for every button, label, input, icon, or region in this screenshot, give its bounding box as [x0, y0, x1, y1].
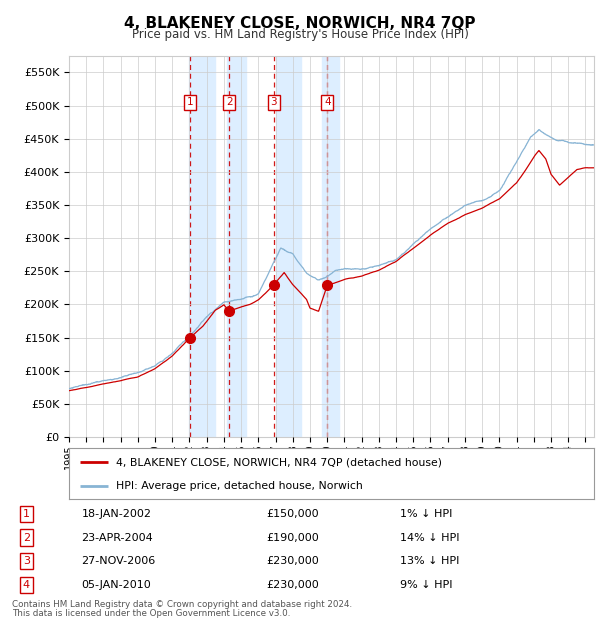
- Bar: [227, 56, 246, 437]
- Text: Contains HM Land Registry data © Crown copyright and database right 2024.: Contains HM Land Registry data © Crown c…: [12, 600, 352, 609]
- Text: 4, BLAKENEY CLOSE, NORWICH, NR4 7QP: 4, BLAKENEY CLOSE, NORWICH, NR4 7QP: [124, 16, 476, 30]
- Text: 13% ↓ HPI: 13% ↓ HPI: [400, 556, 460, 566]
- Text: £230,000: £230,000: [267, 580, 320, 590]
- Bar: [275, 56, 301, 437]
- Bar: [322, 56, 339, 437]
- Text: 4: 4: [324, 97, 331, 107]
- Bar: [190, 56, 215, 437]
- Text: £230,000: £230,000: [267, 556, 320, 566]
- Text: 14% ↓ HPI: 14% ↓ HPI: [400, 533, 460, 542]
- Text: 27-NOV-2006: 27-NOV-2006: [82, 556, 156, 566]
- Text: 1: 1: [187, 97, 194, 107]
- Text: HPI: Average price, detached house, Norwich: HPI: Average price, detached house, Norw…: [116, 481, 363, 492]
- Text: 9% ↓ HPI: 9% ↓ HPI: [400, 580, 452, 590]
- Text: 05-JAN-2010: 05-JAN-2010: [82, 580, 151, 590]
- Text: 4, BLAKENEY CLOSE, NORWICH, NR4 7QP (detached house): 4, BLAKENEY CLOSE, NORWICH, NR4 7QP (det…: [116, 458, 442, 467]
- Text: Price paid vs. HM Land Registry's House Price Index (HPI): Price paid vs. HM Land Registry's House …: [131, 28, 469, 41]
- Text: 3: 3: [271, 97, 277, 107]
- Text: £150,000: £150,000: [267, 509, 319, 519]
- Text: 4: 4: [23, 580, 30, 590]
- Text: 2: 2: [23, 533, 30, 542]
- Text: 18-JAN-2002: 18-JAN-2002: [82, 509, 151, 519]
- Text: 23-APR-2004: 23-APR-2004: [82, 533, 153, 542]
- Text: 3: 3: [23, 556, 30, 566]
- Text: This data is licensed under the Open Government Licence v3.0.: This data is licensed under the Open Gov…: [12, 609, 290, 618]
- Text: 2: 2: [226, 97, 233, 107]
- Text: 1% ↓ HPI: 1% ↓ HPI: [400, 509, 452, 519]
- Text: £190,000: £190,000: [267, 533, 320, 542]
- Text: 1: 1: [23, 509, 30, 519]
